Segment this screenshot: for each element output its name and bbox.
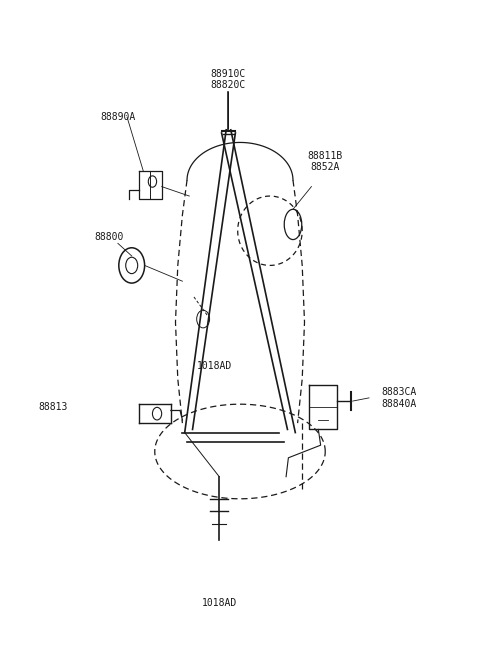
Text: 88910C
88820C: 88910C 88820C xyxy=(211,68,246,90)
Text: 1018AD: 1018AD xyxy=(202,598,237,608)
Text: 8883CA
88840A: 8883CA 88840A xyxy=(381,387,417,409)
Text: 88890A: 88890A xyxy=(100,112,135,122)
Text: 1018AD: 1018AD xyxy=(197,361,232,371)
Text: 88813: 88813 xyxy=(39,402,68,413)
Text: 88800: 88800 xyxy=(94,232,123,242)
Text: 88811B
8852A: 88811B 8852A xyxy=(308,150,343,172)
